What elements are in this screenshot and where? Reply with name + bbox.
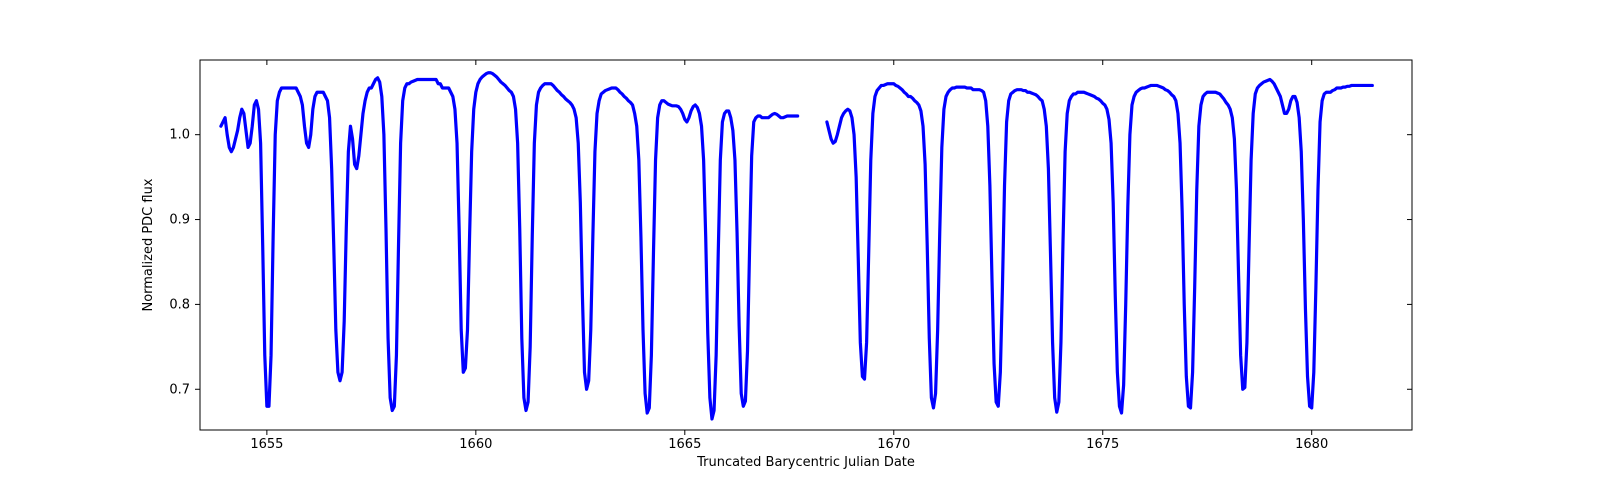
y-tick-label: 0.8 (169, 297, 190, 312)
x-tick-label: 1660 (459, 437, 492, 452)
x-tick-label: 1655 (250, 437, 283, 452)
y-tick-label: 1.0 (169, 128, 190, 143)
figure-background (0, 0, 1600, 500)
y-tick-label: 0.9 (169, 213, 190, 228)
x-tick-label: 1670 (877, 437, 910, 452)
x-tick-label: 1665 (668, 437, 701, 452)
y-tick-label: 0.7 (169, 382, 190, 397)
light-curve-chart: 1655 1660 1665 1670 1675 1680 0.7 0.8 0.9 1.0 Tr… (0, 0, 1600, 500)
x-tick-label: 1675 (1086, 437, 1119, 452)
y-axis-label: Normalized PDC flux (141, 178, 156, 311)
x-axis-label: Truncated Barycentric Julian Date (696, 455, 915, 470)
x-tick-label: 1680 (1295, 437, 1328, 452)
